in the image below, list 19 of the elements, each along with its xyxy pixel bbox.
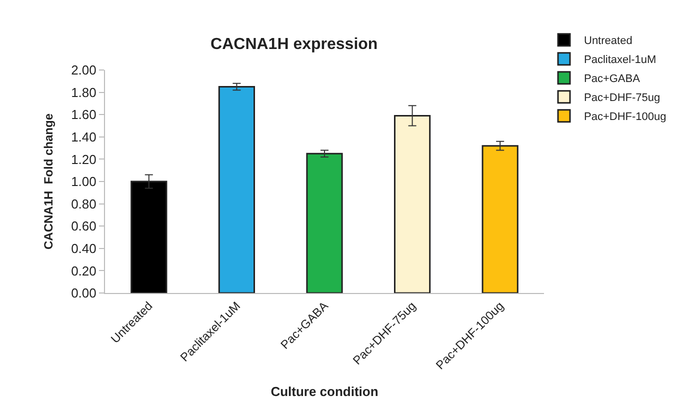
y-tick-label: 1.00	[71, 174, 96, 190]
y-tick-label: 0.00	[71, 286, 96, 301]
legend-label: Pac+DHF-100ug	[584, 111, 666, 124]
y-tick-label: 0.80	[71, 196, 96, 212]
legend-label: Pac+GABA	[584, 73, 641, 86]
y-axis-title: CACNA1H Fold change	[41, 113, 56, 250]
y-tick-label: 2.00	[71, 62, 96, 78]
y-tick-label: 0.60	[71, 218, 96, 234]
legend-label: Paclitaxel-1uM	[584, 54, 656, 66]
x-axis-title: Culture condition	[270, 384, 378, 399]
y-tick-label: 1.20	[71, 152, 96, 167]
y-tick-label: 1.80	[71, 84, 96, 100]
legend-label: Pac+DHF-75ug	[584, 92, 660, 104]
chart-title: CACNA1H expression	[210, 36, 378, 53]
y-tick-label: 0.20	[71, 263, 96, 278]
legend-label: Untreated	[584, 35, 632, 48]
y-tick-label: 1.40	[71, 129, 96, 144]
y-tick-label: 0.40	[71, 240, 96, 256]
y-tick-label: 1.60	[71, 107, 96, 122]
